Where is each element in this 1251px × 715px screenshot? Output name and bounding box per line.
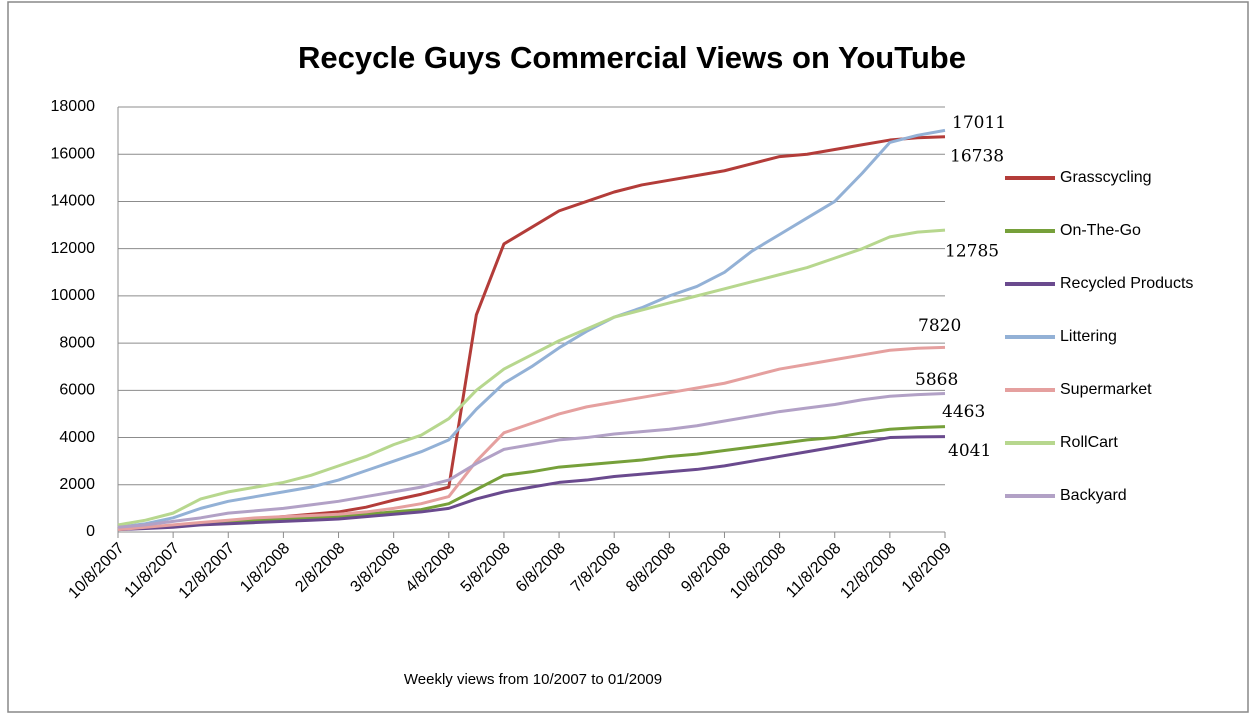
data-label: 17011 (952, 113, 1006, 133)
legend-label: On-The-Go (1060, 222, 1141, 239)
series-line (117, 425, 946, 530)
series-line (117, 345, 946, 532)
y-tick-label: 2000 (59, 476, 95, 493)
y-tick-label: 10000 (51, 287, 96, 304)
y-tick-label: 18000 (51, 98, 96, 115)
data-label: 16738 (950, 146, 1004, 166)
data-label: 4463 (942, 402, 985, 422)
series-line (117, 128, 946, 529)
chart-title: Recycle Guys Commercial Views on YouTube (298, 40, 966, 75)
y-tick-label: 6000 (59, 382, 95, 399)
series-line (117, 228, 946, 527)
y-tick-label: 14000 (51, 193, 96, 210)
x-axis-title: Weekly views from 10/2007 to 01/2009 (404, 671, 662, 688)
legend-label: Littering (1060, 328, 1117, 345)
y-tick-label: 12000 (51, 240, 96, 257)
y-tick-label: 0 (86, 523, 95, 540)
y-tick-label: 16000 (51, 145, 96, 162)
data-label: 7820 (918, 316, 961, 336)
legend-label: RollCart (1060, 434, 1118, 451)
y-tick-label: 8000 (59, 334, 95, 351)
series-line (117, 391, 946, 529)
data-label: 5868 (915, 370, 958, 390)
legend-label: Grasscycling (1060, 169, 1152, 186)
chart-frame (7, 1, 1249, 713)
series-line (117, 435, 946, 532)
legend-label: Supermarket (1060, 381, 1152, 398)
legend-label: Backyard (1060, 487, 1127, 504)
y-tick-label: 4000 (59, 429, 95, 446)
legend-label: Recycled Products (1060, 275, 1193, 292)
data-label: 4041 (948, 441, 991, 461)
data-label: 12785 (945, 242, 999, 262)
